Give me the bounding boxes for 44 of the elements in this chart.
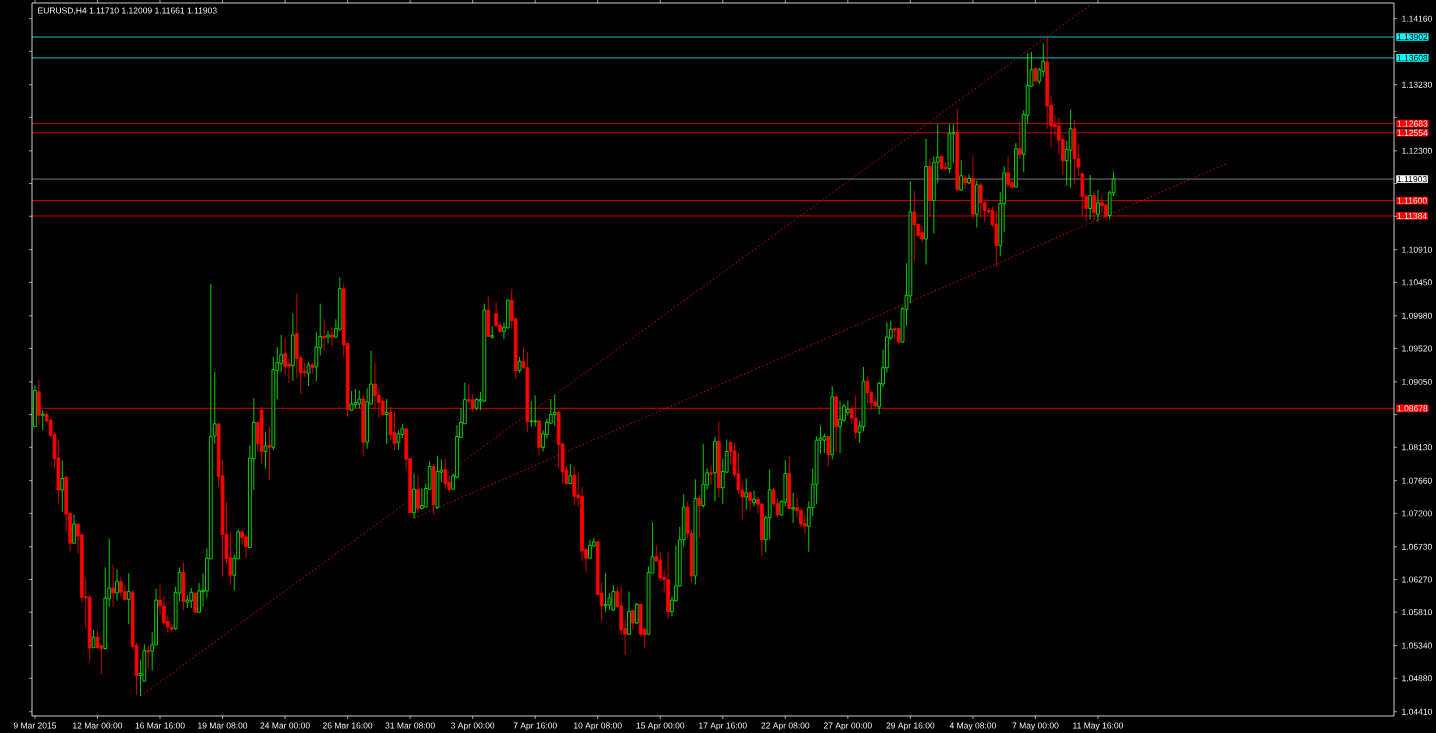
- y-tick-label: 1.04880: [1402, 675, 1432, 682]
- x-tick-label: 3 Apr 00:00: [451, 722, 495, 731]
- x-tick-label: 27 Apr 00:00: [823, 722, 872, 731]
- chart-title: EURUSD,H4 1.11710 1.12009 1.11661 1.11903: [38, 7, 217, 15]
- x-tick-label: 29 Apr 16:00: [886, 722, 935, 731]
- y-tick-label: 1.06270: [1402, 576, 1432, 583]
- x-tick-label: 19 Mar 08:00: [198, 722, 248, 729]
- x-tick-label: 9 Mar 2015: [13, 722, 57, 729]
- x-tick-label: 12 Mar 00:00: [73, 722, 123, 729]
- y-tick-label: 1.14160: [1402, 15, 1432, 22]
- x-tick-label: 16 Mar 16:00: [135, 722, 185, 729]
- x-tick-label: 4 May 08:00: [949, 722, 996, 731]
- x-tick-label: 26 Mar 16:00: [322, 722, 373, 729]
- x-tick-label: 7 Apr 16:00: [513, 722, 557, 731]
- y-tick-label: 1.10450: [1402, 279, 1432, 286]
- x-tick-label: 11 May 16:00: [1073, 722, 1124, 731]
- ref-line-label: 1.11384: [1397, 212, 1427, 219]
- ref-line-label: 1.13902: [1397, 33, 1428, 40]
- y-tick-label: 1.10910: [1402, 246, 1432, 253]
- x-tick-label: 17 Apr 16:00: [699, 722, 747, 731]
- y-tick-label: 1.09980: [1402, 312, 1432, 319]
- y-tick-label: 1.12300: [1402, 147, 1432, 154]
- y-tick-label: 1.07660: [1402, 477, 1432, 484]
- x-tick-label: 10 Apr 08:00: [574, 722, 622, 731]
- y-tick-label: 1.05340: [1402, 642, 1432, 649]
- x-tick-label: 24 Mar 00:00: [260, 722, 310, 729]
- ref-line-label: 1.11903: [1397, 176, 1427, 183]
- y-tick-label: 1.09050: [1402, 378, 1432, 385]
- x-tick-label: 15 Apr 00:00: [636, 722, 685, 731]
- y-tick-label: 1.09520: [1402, 345, 1432, 352]
- ref-line-label: 1.13608: [1397, 54, 1428, 61]
- y-tick-label: 1.07200: [1402, 510, 1432, 517]
- ref-line-label: 1.12554: [1397, 129, 1428, 136]
- y-tick-label: 1.04410: [1402, 708, 1432, 715]
- x-tick-label: 22 Apr 08:00: [761, 722, 810, 731]
- ref-line-label: 1.12683: [1397, 120, 1428, 127]
- y-tick-label: 1.13230: [1402, 81, 1432, 88]
- x-tick-label: 31 Mar 08:00: [385, 722, 435, 729]
- x-tick-label: 7 May 00:00: [1012, 722, 1059, 731]
- ref-line-label: 1.11600: [1397, 197, 1427, 204]
- y-tick-label: 1.08130: [1402, 444, 1432, 451]
- y-tick-label: 1.05810: [1402, 609, 1432, 616]
- y-tick-label: 1.06730: [1402, 543, 1432, 550]
- ref-line-label: 1.08678: [1397, 405, 1428, 412]
